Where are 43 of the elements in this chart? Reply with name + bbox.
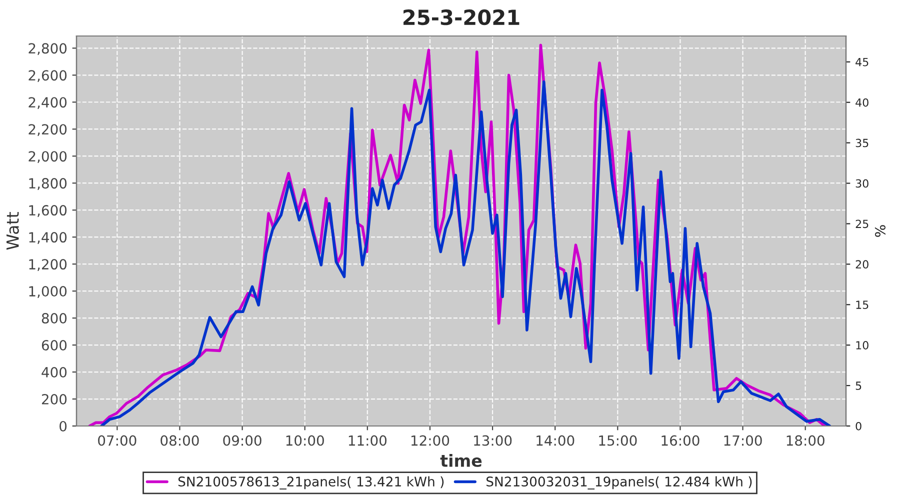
y2-tick-label: 10 — [856, 341, 868, 350]
x-tick-label: 17:00 — [724, 435, 762, 446]
x-tick-label: 08:00 — [160, 435, 199, 446]
y-tick-label: 1,000 — [29, 286, 67, 298]
y2-axis-title: % — [874, 225, 886, 237]
x-tick-label: 15:00 — [599, 435, 637, 446]
y-tick-label: 2,600 — [28, 70, 67, 82]
y-tick-label: 400 — [42, 366, 67, 378]
y-tick-label: 1,600 — [29, 205, 67, 217]
y2-tick-label: 35 — [856, 138, 868, 148]
chart-title: 25-3-2021 — [404, 9, 520, 26]
x-tick-label: 09:00 — [223, 435, 262, 446]
y-tick-label: 2,400 — [28, 97, 67, 110]
x-tick-label: 11:00 — [348, 435, 386, 446]
y-tick-label: 600 — [42, 340, 67, 351]
legend-label: SN2100578613_21panels( 13.421 kWh ) — [178, 476, 444, 490]
y-tick-label: 2,200 — [28, 124, 67, 136]
x-tick-label: 14:00 — [536, 435, 574, 446]
y-axis-title: Watt — [6, 212, 19, 250]
y-tick-label: 1,200 — [29, 259, 67, 271]
y2-tick-label: 25 — [856, 220, 868, 228]
y2-tick-label: 15 — [856, 300, 868, 310]
y2-tick-label: 20 — [856, 260, 868, 269]
x-tick-label: 18:00 — [786, 435, 824, 446]
y-tick-label: 2,000 — [28, 151, 67, 163]
y2-tick-label: 30 — [856, 179, 868, 188]
y-tick-label: 1,800 — [29, 178, 67, 190]
y-tick-label: 1,400 — [29, 232, 67, 244]
y-tick-label: 800 — [42, 313, 67, 324]
y2-tick-label: 5 — [856, 382, 862, 390]
y-tick-label: 2,800 — [28, 43, 67, 56]
y-tick-label: 200 — [42, 394, 67, 404]
x-tick-label: 12:00 — [411, 435, 450, 446]
legend-label: SN2130032031_19panels( 12.484 kWh ) — [486, 476, 752, 490]
x-tick-label: 13:00 — [474, 435, 512, 446]
x-axis-title: time — [440, 454, 482, 467]
y2-tick-label: 0 — [856, 422, 862, 430]
x-tick-label: 10:00 — [286, 435, 324, 446]
y2-tick-label: 45 — [856, 58, 868, 66]
x-tick-label: 07:00 — [98, 435, 136, 446]
x-tick-label: 16:00 — [662, 435, 700, 446]
y2-tick-label: 40 — [856, 98, 868, 107]
y-tick-label: 0 — [60, 420, 67, 432]
